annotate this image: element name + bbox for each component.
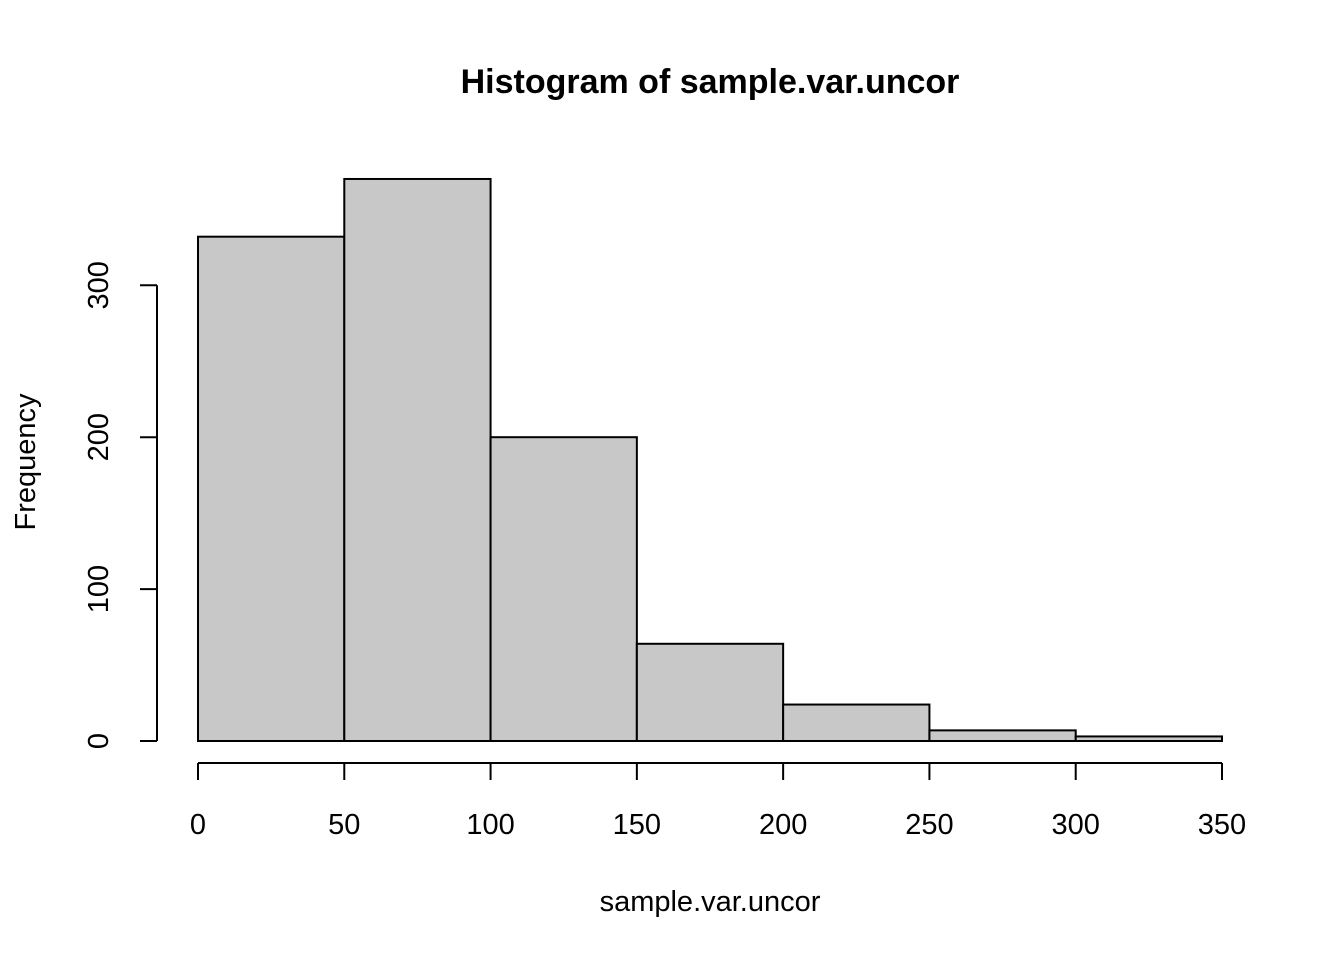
x-tick-label: 300: [1052, 809, 1100, 841]
histogram-bar-300-350: [1074, 735, 1223, 742]
histogram-bar-0-50: [197, 235, 346, 743]
y-tick-label: 300: [83, 261, 115, 309]
y-tick-label: 0: [83, 733, 115, 749]
histogram-bar-50-100: [343, 177, 492, 743]
x-axis-label: sample.var.uncor: [600, 886, 821, 918]
histogram-bar-250-300: [928, 729, 1077, 743]
y-tick-label: 200: [83, 413, 115, 461]
x-axis: 0 50 100 150 200 250 300 350: [190, 762, 1246, 841]
x-tick-label: 200: [759, 809, 807, 841]
histogram-bar-150-200: [635, 642, 785, 742]
x-tick-label: 250: [905, 809, 953, 841]
x-tick-label: 350: [1198, 809, 1246, 841]
histogram-bars: [197, 177, 1223, 743]
x-tick-label: 0: [190, 809, 206, 841]
x-tick-label: 50: [328, 809, 360, 841]
y-axis: 0 100 200 300: [83, 261, 158, 749]
y-tick-label: 100: [83, 565, 115, 613]
histogram-bar-100-150: [489, 436, 638, 742]
x-tick-label: 150: [613, 809, 661, 841]
y-axis-label: Frequency: [10, 393, 42, 531]
x-tick-label: 100: [466, 809, 514, 841]
chart-title: Histogram of sample.var.uncor: [461, 63, 960, 101]
histogram-bar-200-250: [782, 703, 931, 743]
